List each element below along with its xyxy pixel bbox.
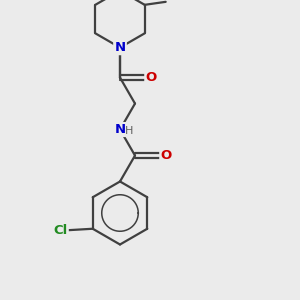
- Text: Cl: Cl: [53, 224, 68, 237]
- Text: N: N: [114, 123, 126, 136]
- Text: O: O: [160, 149, 172, 162]
- Text: N: N: [114, 41, 126, 54]
- Text: O: O: [145, 71, 157, 84]
- Text: H: H: [125, 126, 133, 136]
- Text: N: N: [114, 41, 126, 54]
